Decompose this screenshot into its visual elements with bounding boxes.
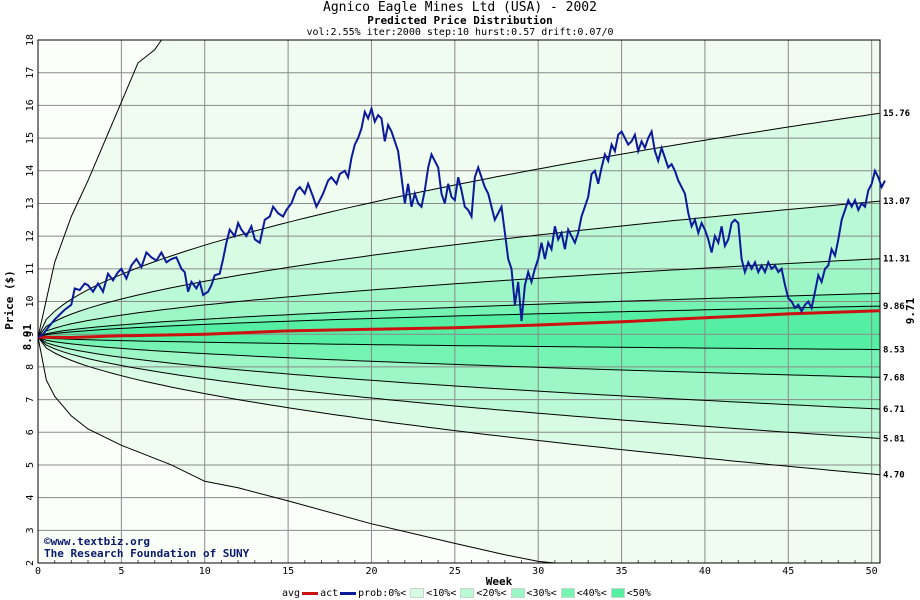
x-axis-label: Week [486,575,513,588]
plot-frame [37,39,881,564]
end-avg-label: 9.71 [904,297,917,324]
legend-avg: avg [282,588,320,599]
envelope-lower-line [37,337,555,564]
legend-band-2: <30%< [507,588,557,599]
x-tick-label-10: 10 [199,566,211,577]
chart-title: Agnico Eagle Mines Ltd (USA) - 2002 [323,0,597,15]
percentile-curve-lower-10 [37,336,881,476]
y-tick-label-16: 16 [25,99,36,111]
legend-band-label-3: <40%< [576,587,607,599]
right-label-6: 6.71 [883,405,905,415]
x-tick-label-5: 5 [118,566,124,577]
right-label-1: 13.07 [883,197,910,207]
percentile-curve-lower-30 [37,336,881,410]
percentile-curve-upper-50 [37,305,881,338]
y-tick-label-4: 4 [25,495,36,501]
right-label-8: 4.70 [883,471,905,481]
chart-subtitle: Predicted Price Distribution [367,14,553,27]
chart-params: vol:2.55% iter:2000 step:10 hurst:0.57 d… [306,27,614,38]
legend-band-label-4: <50% [626,587,651,599]
percentile-curve-lower-40 [37,336,881,378]
watermark-org: The Research Foundation of SUNY [44,547,250,560]
legend-prob-label: prob:0%< [358,587,407,599]
y-tick-label-11: 11 [25,263,36,275]
legend-act-swatch [340,591,357,595]
right-label-0: 15.76 [883,109,910,119]
legend-band-label-2: <30%< [526,587,557,599]
right-label-4: 8.53 [883,346,905,356]
percentile-curve-lower-20 [37,336,881,439]
y-tick-label-18: 18 [25,34,36,46]
y-tick-label-3: 3 [25,527,36,533]
legend-band-swatch-2 [510,588,525,598]
y-tick-label-6: 6 [25,429,36,435]
y-tick-label-12: 12 [25,230,36,242]
percentile-curve-lower-50 [37,336,881,351]
legend-act: act [320,588,358,599]
actual-line [37,105,886,338]
legend-band-swatch-4 [610,588,625,598]
legend-band-label-0: <10%< [426,587,457,599]
x-tick-label-50: 50 [866,566,878,577]
legend-band-1: <20%< [456,587,507,599]
percentile-curve-upper-40 [37,292,881,338]
y-axis-label: Price ($) [3,270,16,330]
legend-band-label-1: <20%< [476,587,507,599]
x-tick-label-40: 40 [699,566,711,577]
right-label-2: 11.31 [883,255,910,265]
percentile-curve-upper-20 [37,200,881,338]
y-tick-label-5: 5 [25,462,36,468]
x-tick-label-0: 0 [35,566,41,577]
y-tick-label-8: 8 [25,364,36,370]
x-tick-label-45: 45 [782,566,794,577]
y-tick-label-7: 7 [25,397,36,403]
legend-band-3: <40%< [557,588,607,599]
x-tick-label-15: 15 [282,566,294,577]
y-tick-label-14: 14 [25,165,36,177]
y-tick-label-17: 17 [25,67,36,79]
y-tick-label-15: 15 [25,132,36,144]
y-tick-label-10: 10 [25,295,36,307]
right-label-5: 7.68 [883,373,905,383]
watermark-url: ©www.textbiz.org [44,535,150,548]
legend-band-0: <10%< [406,588,456,599]
legend-act-label: act [320,587,339,599]
avg-line [37,309,881,340]
envelope-upper-line [37,39,162,338]
legend: avg act prob:0%< <10%< <20%< <30%< <40%< <50… [282,587,651,599]
x-tick-label-30: 30 [532,566,544,577]
start-price-label: 8.91 [21,324,34,351]
x-tick-label-35: 35 [616,566,628,577]
legend-avg-label: avg [282,587,301,599]
right-label-3: 9.86 [883,302,905,312]
y-tick-label-2: 2 [25,560,36,566]
legend-bands: <10%< <20%< <30%< <40%< <50% [406,588,651,599]
legend-band-4: <50% [607,588,651,599]
y-tick-label-13: 13 [25,197,36,209]
x-tick-label-20: 20 [365,566,377,577]
x-tick-label-25: 25 [449,566,461,577]
legend-avg-swatch [302,591,319,595]
right-label-7: 5.81 [883,434,905,444]
legend-prob: prob:0%< [358,588,406,599]
percentile-curve-upper-30 [37,258,881,338]
legend-band-swatch-3 [560,588,575,598]
legend-band-swatch-1 [460,588,475,598]
y-tick-label-9: 9 [25,331,36,337]
legend-band-swatch-0 [410,588,425,598]
